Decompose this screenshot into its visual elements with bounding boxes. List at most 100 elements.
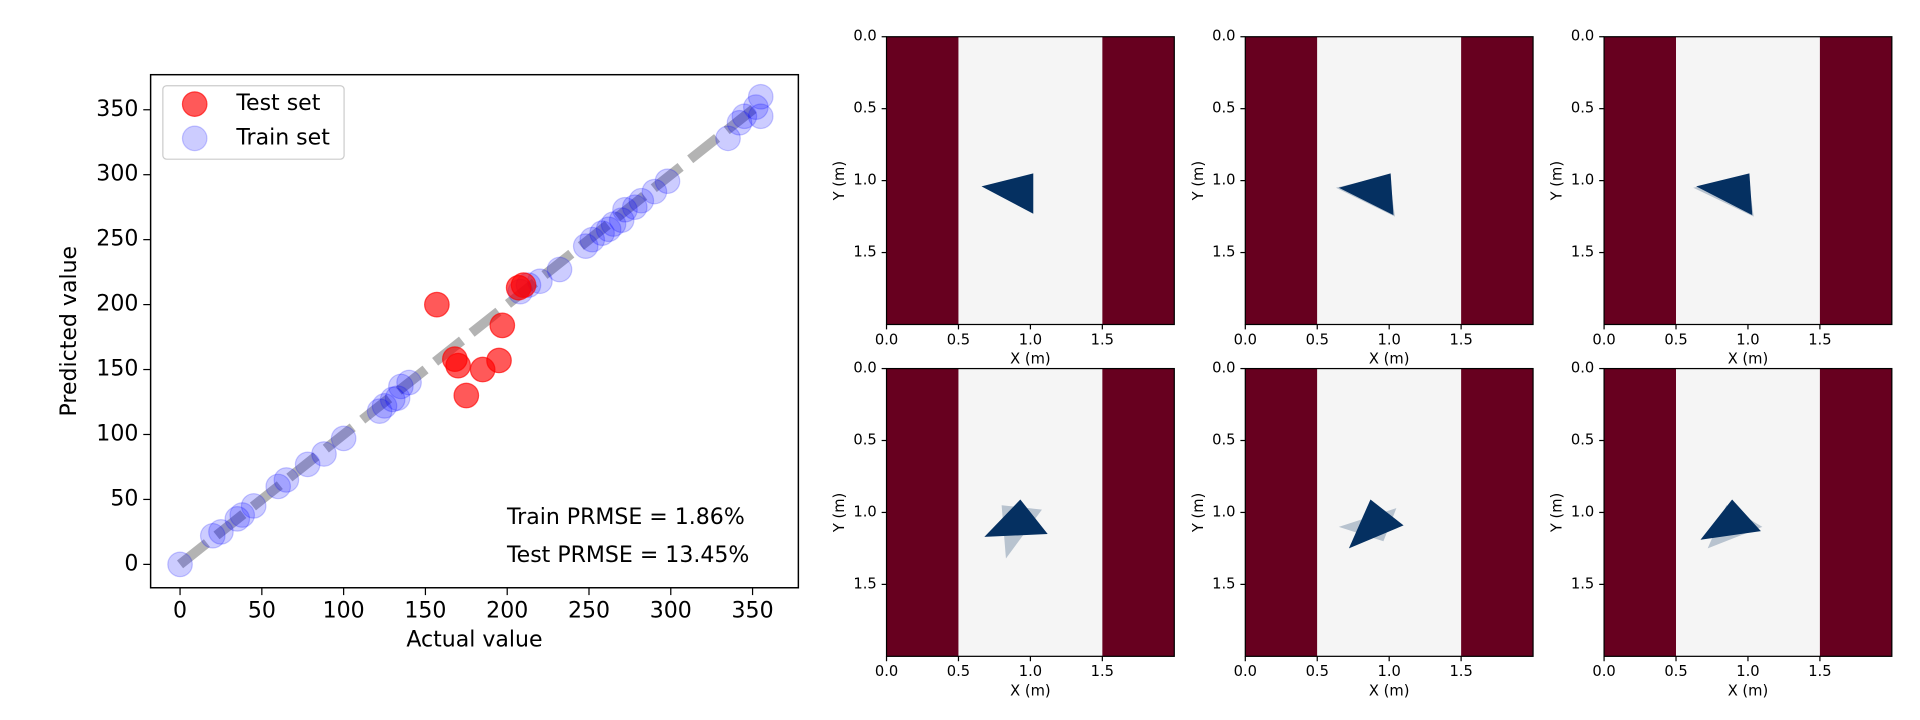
- x-tick-label: 1.5: [1449, 331, 1472, 348]
- x-tick-label: 0: [173, 599, 187, 624]
- region: [1604, 368, 1677, 657]
- train-point: [384, 385, 411, 411]
- train-point: [628, 187, 655, 214]
- y-tick-label: 250: [96, 227, 138, 252]
- y-tick-label: 0.5: [1571, 100, 1594, 117]
- y-tick-label: 100: [96, 421, 138, 446]
- x-tick-label: 0.5: [947, 663, 970, 680]
- train-point: [579, 226, 606, 253]
- x-tick-label: 0.5: [1664, 331, 1687, 348]
- y-tick-label: 1.0: [1212, 503, 1235, 520]
- x-tick-label: 300: [650, 599, 692, 624]
- region: [1819, 368, 1892, 657]
- train-point: [265, 473, 292, 500]
- region: [1604, 36, 1677, 325]
- legend-box: [162, 85, 345, 160]
- x-tick-label: 100: [323, 599, 365, 624]
- train-point: [167, 551, 193, 578]
- train-point: [641, 178, 668, 205]
- y-tick-label: 200: [96, 292, 138, 317]
- x-tick-label: 0.5: [1306, 663, 1329, 680]
- y-tick-label: 350: [96, 97, 138, 122]
- x-tick-label: 250: [568, 599, 610, 624]
- region: [1245, 36, 1318, 325]
- train-point: [224, 506, 251, 532]
- y-tick-label: 1.5: [853, 575, 876, 592]
- region: [886, 368, 959, 657]
- x-axis-label: Actual value: [406, 627, 542, 652]
- test-point: [489, 312, 516, 339]
- train-point: [589, 220, 615, 247]
- y-tick-label: 150: [96, 357, 138, 382]
- x-tick-label: 0.0: [1592, 331, 1615, 348]
- train-point: [654, 168, 681, 195]
- train-point: [240, 493, 267, 519]
- y-tick-label: 300: [96, 162, 138, 187]
- train-point: [366, 398, 393, 424]
- x-tick-label: 0.5: [1306, 331, 1329, 348]
- y-tick-label: 1.0: [853, 172, 876, 189]
- x-axis-label: X (m): [1728, 351, 1768, 368]
- y-tick-label: 1.5: [1212, 575, 1235, 592]
- train-point: [726, 109, 753, 136]
- x-tick-label: 0.5: [1664, 663, 1687, 680]
- train-point: [330, 425, 357, 452]
- y-tick-label: 0.5: [853, 432, 876, 449]
- x-tick-label: 150: [404, 599, 446, 624]
- region: [1676, 368, 1820, 657]
- y-axis-label: Y (m): [1549, 161, 1566, 201]
- y-axis-label: Predicted value: [57, 246, 82, 417]
- x-tick-label: 0.0: [875, 663, 898, 680]
- train-point: [229, 502, 256, 528]
- x-tick-label: 1.5: [1808, 663, 1831, 680]
- x-tick-label: 0.0: [1592, 663, 1615, 680]
- y-tick-label: 0.0: [1212, 360, 1235, 377]
- train-point: [731, 103, 758, 130]
- test-point: [510, 272, 537, 298]
- x-axis-label: X (m): [1369, 682, 1409, 699]
- y-tick-label: 0: [124, 551, 138, 576]
- x-tick-label: 50: [248, 599, 276, 624]
- train-point: [612, 196, 638, 223]
- region: [1461, 368, 1534, 657]
- train-point: [199, 522, 226, 549]
- reference-line: [177, 99, 764, 569]
- test-point: [486, 347, 512, 374]
- shape: [984, 499, 1048, 537]
- y-tick-label: 1.5: [1571, 575, 1594, 592]
- region: [1461, 36, 1534, 325]
- annotation: Train PRMSE = 1.86%: [506, 505, 745, 530]
- x-tick-label: 1.5: [1091, 663, 1114, 680]
- region: [1317, 368, 1462, 657]
- axes-frame: [149, 73, 800, 589]
- y-tick-label: 1.0: [1571, 172, 1594, 189]
- x-tick-label: 1.0: [1378, 663, 1401, 680]
- train-point: [747, 103, 774, 130]
- x-tick-label: 0.0: [1234, 663, 1257, 680]
- y-axis-label: Y (m): [1549, 493, 1566, 533]
- train-point: [371, 393, 398, 419]
- train-point: [595, 216, 622, 243]
- y-tick-label: 1.0: [1571, 503, 1594, 520]
- y-tick-label: 1.0: [853, 503, 876, 520]
- legend-marker: [181, 125, 208, 152]
- x-tick-label: 1.5: [1808, 331, 1831, 348]
- y-tick-label: 0.0: [1571, 360, 1594, 377]
- shape: [1338, 173, 1394, 216]
- region: [1102, 368, 1175, 657]
- x-tick-label: 1.0: [1019, 331, 1042, 348]
- x-tick-label: 0.0: [1234, 331, 1257, 348]
- x-axis-label: X (m): [1728, 682, 1768, 699]
- train-point: [208, 519, 234, 545]
- y-tick-label: 0.0: [853, 360, 876, 377]
- train-point: [546, 256, 573, 283]
- train-point: [715, 125, 741, 152]
- legend-label: Test set: [235, 91, 320, 116]
- y-axis-label: Y (m): [831, 161, 848, 201]
- annotation: Test PRMSE = 13.45%: [506, 543, 749, 568]
- train-point: [379, 386, 406, 413]
- x-tick-label: 350: [732, 599, 774, 624]
- train-point: [294, 451, 321, 478]
- y-tick-label: 0.0: [1212, 28, 1235, 45]
- x-axis-label: X (m): [1010, 351, 1051, 368]
